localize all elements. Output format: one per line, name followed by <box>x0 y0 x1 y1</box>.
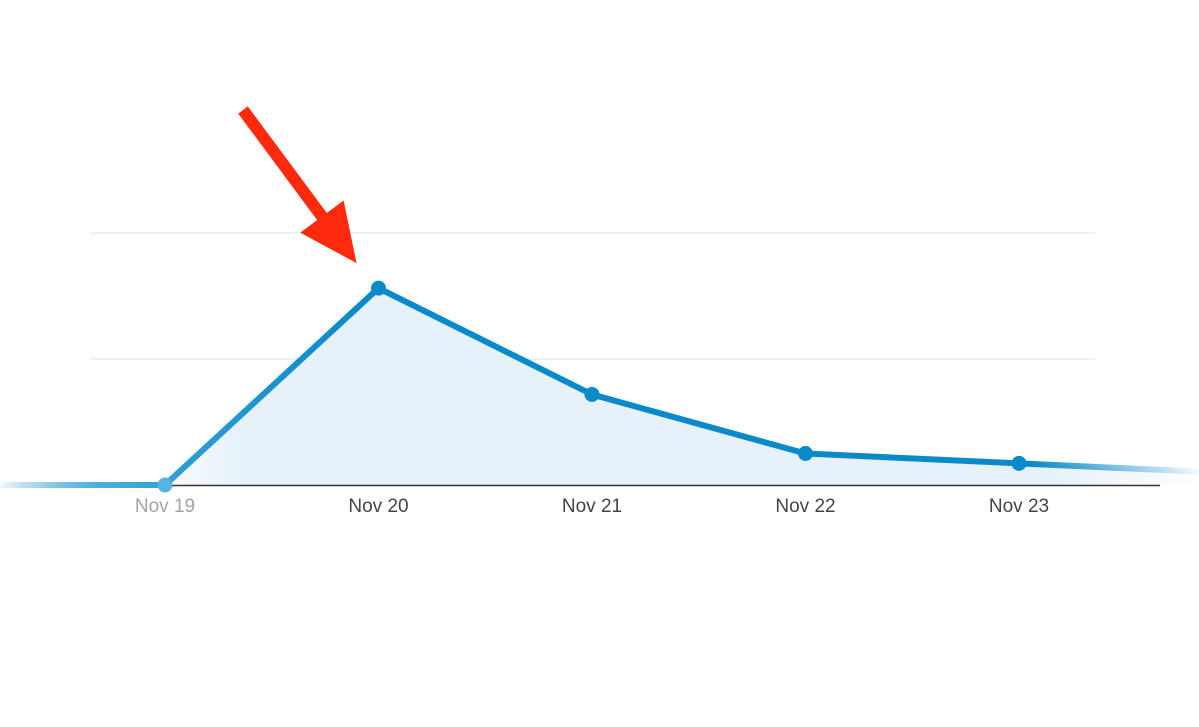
grid-lines <box>90 232 1095 360</box>
data-point-nov-19[interactable] <box>157 477 173 493</box>
x-tick-label: Nov 19 <box>135 496 195 517</box>
x-tick-label: Nov 22 <box>775 496 835 517</box>
data-point-nov-22[interactable] <box>798 446 813 461</box>
x-tick-label: Nov 23 <box>989 496 1049 517</box>
x-tick-label: Nov 20 <box>348 496 408 517</box>
data-point-nov-20[interactable] <box>371 280 386 296</box>
data-point-nov-21[interactable] <box>584 386 600 402</box>
arrow-head <box>300 200 357 264</box>
annotation-arrow <box>238 106 357 264</box>
data-points <box>157 280 1027 493</box>
arrow-shaft <box>238 106 332 227</box>
x-tick-labels: Nov 19 Nov 20 Nov 21 Nov 22 Nov 23 <box>135 496 1049 517</box>
data-point-nov-23[interactable] <box>1011 455 1027 471</box>
area-fill <box>165 288 1199 485</box>
x-tick-label: Nov 21 <box>562 496 622 517</box>
area-fill-group <box>165 288 1199 485</box>
annotations <box>238 106 357 264</box>
